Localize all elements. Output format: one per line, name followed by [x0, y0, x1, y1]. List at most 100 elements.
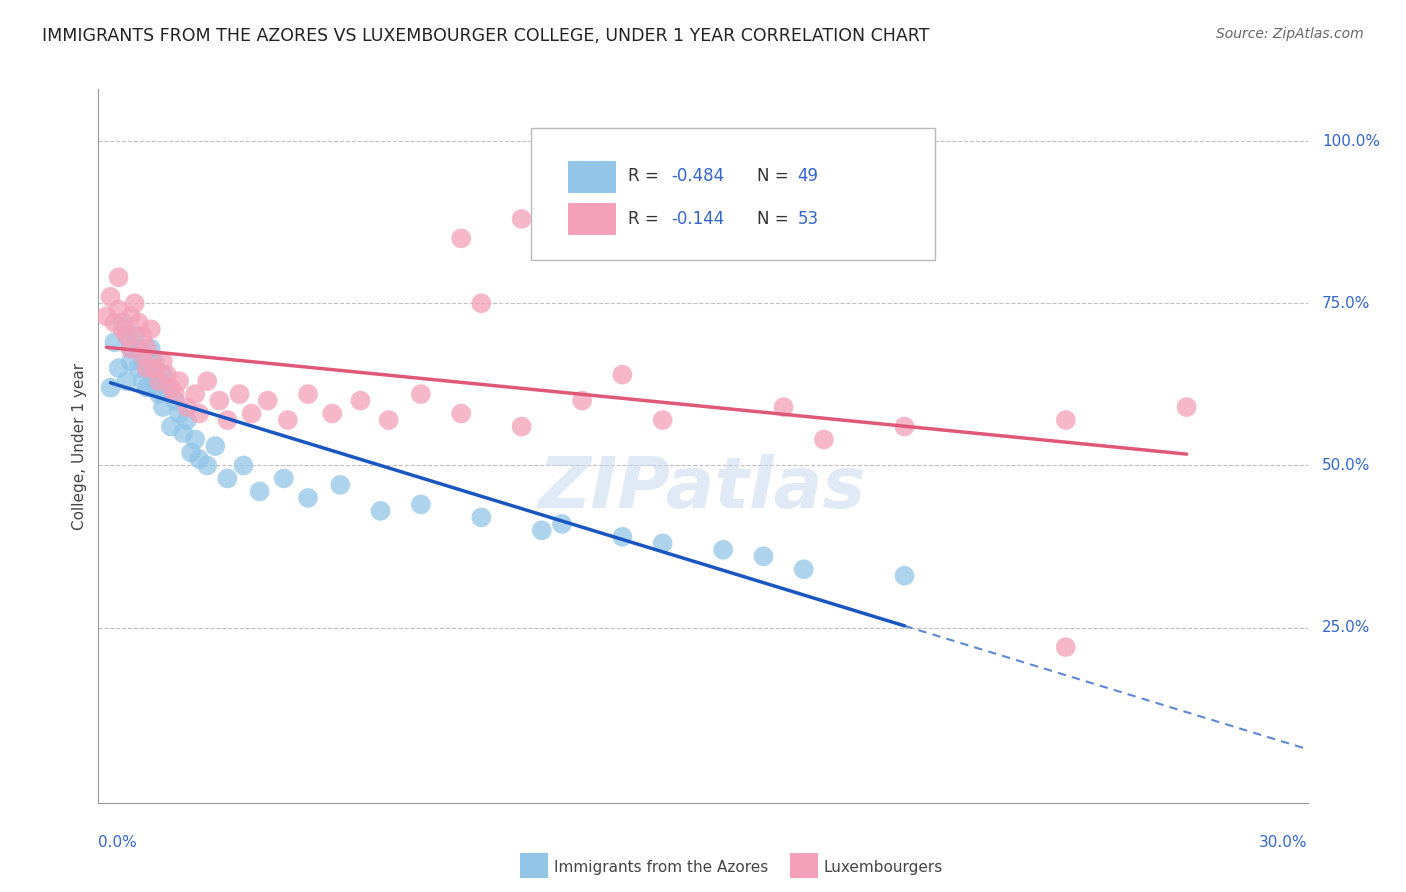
Point — [188, 452, 211, 467]
Point — [240, 407, 263, 421]
Point — [409, 387, 432, 401]
Point — [793, 562, 815, 576]
Point — [139, 368, 162, 382]
Point — [120, 310, 142, 324]
Point — [103, 335, 125, 350]
Point — [297, 387, 319, 401]
Point — [128, 342, 150, 356]
Point — [167, 374, 190, 388]
Point — [256, 393, 278, 408]
Point — [176, 400, 198, 414]
Point — [132, 348, 155, 362]
Point — [184, 387, 207, 401]
Point — [152, 354, 174, 368]
Point — [152, 400, 174, 414]
Point — [217, 471, 239, 485]
Point — [772, 400, 794, 414]
Text: 53: 53 — [797, 211, 818, 228]
Point — [172, 425, 194, 440]
Point — [115, 328, 138, 343]
Point — [124, 296, 146, 310]
Text: IMMIGRANTS FROM THE AZORES VS LUXEMBOURGER COLLEGE, UNDER 1 YEAR CORRELATION CHA: IMMIGRANTS FROM THE AZORES VS LUXEMBOURG… — [42, 27, 929, 45]
Point — [1054, 640, 1077, 654]
Point — [208, 393, 231, 408]
Point — [893, 568, 915, 582]
Point — [409, 497, 432, 511]
Point — [132, 354, 155, 368]
Point — [195, 374, 218, 388]
Point — [107, 270, 129, 285]
FancyBboxPatch shape — [531, 128, 935, 260]
Point — [297, 491, 319, 505]
Point — [349, 393, 371, 408]
Point — [139, 342, 162, 356]
Text: 49: 49 — [797, 168, 818, 186]
Point — [143, 354, 166, 368]
Point — [115, 374, 138, 388]
Text: 30.0%: 30.0% — [1260, 835, 1308, 850]
Point — [132, 374, 155, 388]
Text: N =: N = — [758, 211, 794, 228]
Point — [571, 393, 593, 408]
Point — [184, 433, 207, 447]
Text: Luxembourgers: Luxembourgers — [824, 860, 943, 874]
Point — [329, 478, 352, 492]
Point — [120, 342, 142, 356]
Point — [450, 407, 472, 421]
Point — [752, 549, 775, 564]
Point — [612, 368, 634, 382]
Point — [571, 153, 593, 168]
Point — [100, 381, 122, 395]
Point — [377, 413, 399, 427]
Point — [232, 458, 254, 473]
Point — [156, 368, 179, 382]
Point — [132, 328, 155, 343]
Text: Immigrants from the Azores: Immigrants from the Azores — [554, 860, 768, 874]
Point — [450, 231, 472, 245]
Point — [163, 387, 186, 401]
Point — [163, 393, 186, 408]
Point — [124, 328, 146, 343]
Y-axis label: College, Under 1 year: College, Under 1 year — [72, 362, 87, 530]
Point — [167, 407, 190, 421]
Point — [143, 381, 166, 395]
Point — [612, 530, 634, 544]
Point — [156, 381, 179, 395]
Point — [195, 458, 218, 473]
Point — [115, 328, 138, 343]
Text: 50.0%: 50.0% — [1322, 458, 1371, 473]
Point — [128, 361, 150, 376]
Point — [180, 445, 202, 459]
Point — [135, 342, 157, 356]
Point — [651, 413, 673, 427]
Point — [152, 368, 174, 382]
Point — [107, 361, 129, 376]
Point — [135, 361, 157, 376]
Point — [893, 419, 915, 434]
Point — [160, 419, 183, 434]
Point — [188, 407, 211, 421]
Point — [204, 439, 226, 453]
Text: R =: R = — [628, 211, 664, 228]
Point — [143, 361, 166, 376]
Point — [160, 381, 183, 395]
Point — [510, 211, 533, 226]
Point — [530, 524, 553, 538]
Point — [277, 413, 299, 427]
Point — [139, 322, 162, 336]
Point — [135, 381, 157, 395]
Text: 75.0%: 75.0% — [1322, 296, 1371, 310]
Bar — [568, 203, 616, 235]
Text: 100.0%: 100.0% — [1322, 134, 1381, 149]
Point — [176, 413, 198, 427]
Point — [107, 302, 129, 317]
Text: -0.484: -0.484 — [672, 168, 724, 186]
Point — [1175, 400, 1198, 414]
Point — [120, 342, 142, 356]
Point — [510, 419, 533, 434]
Text: -0.144: -0.144 — [672, 211, 725, 228]
Point — [551, 516, 574, 531]
Text: 25.0%: 25.0% — [1322, 620, 1371, 635]
Point — [470, 510, 492, 524]
Point — [321, 407, 343, 421]
